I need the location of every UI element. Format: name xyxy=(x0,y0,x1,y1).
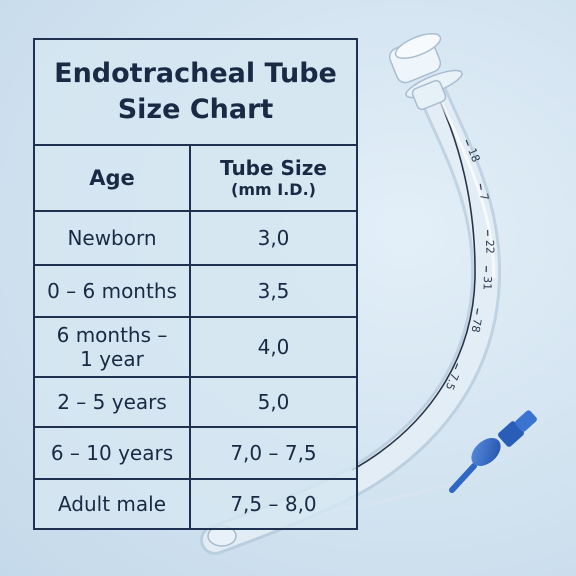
tube-marking: 22 xyxy=(483,240,496,254)
age-cell-line-2: 1 year xyxy=(80,347,144,371)
table-header-row: Age Tube Size (mm I.D.) xyxy=(35,146,356,212)
tube-marking: 7.5 xyxy=(443,371,462,392)
tube-depth-markings: 18 7 22 31 78 7.5 xyxy=(443,139,496,392)
table-row: 6 – 10 years 7,0 – 7,5 xyxy=(35,428,356,480)
age-cell: Adult male xyxy=(35,480,191,528)
age-cell: 6 – 10 years xyxy=(35,428,191,478)
pilot-balloon xyxy=(449,410,537,493)
tube-size-chart: Endotracheal Tube Size Chart Age Tube Si… xyxy=(33,38,358,530)
tube-marking: 18 xyxy=(465,146,482,164)
tube-marking: 78 xyxy=(469,317,484,333)
age-cell-line-1: 6 months – xyxy=(56,323,168,347)
chart-title: Endotracheal Tube Size Chart xyxy=(35,40,356,146)
tube-marking: 31 xyxy=(481,276,494,290)
tube-size-cell: 7,5 – 8,0 xyxy=(230,492,317,516)
chart-title-line-2: Size Chart xyxy=(117,94,274,125)
table-row: 6 months – 1 year 4,0 xyxy=(35,318,356,378)
table-row: 0 – 6 months 3,5 xyxy=(35,266,356,318)
tube-size-cell: 5,0 xyxy=(257,390,290,414)
age-cell: 0 – 6 months xyxy=(35,266,191,316)
tube-marking-tick xyxy=(479,183,482,190)
header-age-label: Age xyxy=(89,166,135,190)
age-cell: Newborn xyxy=(35,212,191,264)
age-cell: 6 months – 1 year xyxy=(35,318,191,376)
tube-size-cell: 3,5 xyxy=(257,279,290,303)
tube-size-cell: 3,0 xyxy=(257,226,290,250)
tube-size-cell: 7,0 – 7,5 xyxy=(230,441,317,465)
tube-marking-tick xyxy=(465,139,469,146)
chart-title-line-1: Endotracheal Tube xyxy=(54,58,337,89)
table-row: 2 – 5 years 5,0 xyxy=(35,378,356,428)
tube-marking: 7 xyxy=(477,192,491,201)
tube-size-cell: 4,0 xyxy=(257,335,290,359)
tube-marking-tick xyxy=(476,308,479,315)
tube-radiopaque-line xyxy=(351,91,476,471)
tube-highlight xyxy=(438,99,496,279)
tube-marking-tick xyxy=(454,363,459,370)
header-age: Age xyxy=(35,146,191,210)
header-size-unit: (mm I.D.) xyxy=(231,180,316,199)
age-cell: 2 – 5 years xyxy=(35,378,191,426)
table-row: Adult male 7,5 – 8,0 xyxy=(35,480,356,528)
tube-connector xyxy=(388,32,463,111)
header-size-label: Tube Size xyxy=(220,156,327,180)
table-row: Newborn 3,0 xyxy=(35,212,356,266)
header-tube-size: Tube Size (mm I.D.) xyxy=(191,146,356,210)
